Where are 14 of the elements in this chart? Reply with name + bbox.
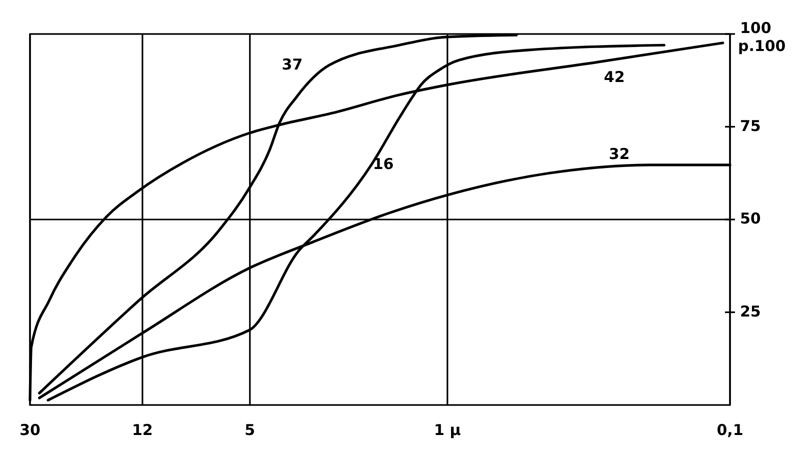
x-tick-label: 5 [244, 421, 256, 439]
x-tick-label: 0,1 [716, 421, 744, 439]
y-tick-label: 75 [740, 116, 761, 135]
series-label: 37 [282, 55, 303, 74]
y-tick-label: 100 [740, 19, 772, 38]
y-tick-label: 50 [740, 210, 761, 228]
y-tick-label: 25 [740, 302, 761, 320]
series-label: 32 [608, 145, 630, 164]
x-tick-label: 12 [132, 421, 153, 439]
x-tick-label: 1 μ [434, 421, 461, 439]
series-label: 16 [372, 155, 394, 174]
y-axis-title: p.100 [738, 37, 786, 56]
series-label: 42 [604, 68, 625, 86]
x-tick-label: 30 [20, 421, 40, 439]
